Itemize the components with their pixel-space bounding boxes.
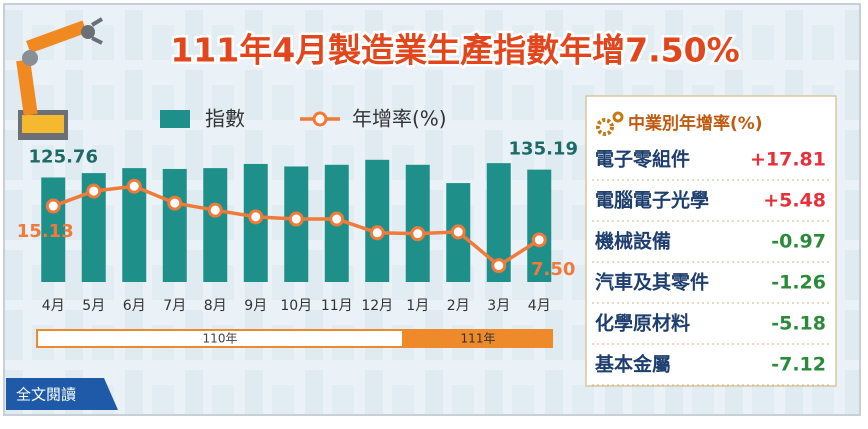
legend-label: 指數 xyxy=(205,107,245,131)
industry-value: +5.48 xyxy=(763,190,826,212)
table-rows: 電子零組件 +17.81 電腦電子光學 +5.48 機械設備 -0.97 汽車及其零件 -1.… xyxy=(592,148,830,386)
industry-value: -5.18 xyxy=(771,313,826,335)
value-label: 125.76 xyxy=(29,146,98,167)
x-tick-label: 11月 xyxy=(321,298,353,314)
table-title: 中業別年增率(%) xyxy=(628,113,763,134)
value-label: 15.13 xyxy=(17,221,74,242)
period-label: 111年 xyxy=(461,332,496,346)
line-marker xyxy=(329,211,345,227)
industry-value: -0.97 xyxy=(771,231,826,253)
x-tick-label: 8月 xyxy=(204,298,227,314)
legend-label: 年增率(%) xyxy=(352,107,447,131)
gear-icon xyxy=(596,111,624,136)
industry-name: 基本金屬 xyxy=(594,353,671,376)
line-marker xyxy=(248,209,264,225)
read-more-label[interactable]: 全文閱讀 xyxy=(16,386,76,404)
x-tick-label: 7月 xyxy=(163,298,186,314)
line-marker xyxy=(207,202,223,218)
legend-swatch xyxy=(160,110,190,128)
industry-value: +17.81 xyxy=(750,149,826,171)
line-marker xyxy=(369,225,385,241)
bar xyxy=(405,164,430,282)
bar xyxy=(527,169,552,282)
line-marker xyxy=(288,211,304,227)
industry-name: 電腦電子光學 xyxy=(595,189,709,212)
line-marker xyxy=(491,258,507,274)
read-more-button[interactable] xyxy=(6,378,118,410)
bar xyxy=(41,177,66,282)
line-marker xyxy=(126,178,142,194)
bar xyxy=(203,168,228,282)
x-tick-label: 10月 xyxy=(280,298,312,314)
value-label: 7.50 xyxy=(531,259,575,280)
x-tick-label: 2月 xyxy=(447,298,470,314)
x-tick-label: 3月 xyxy=(487,298,510,314)
value-label: 135.19 xyxy=(509,139,578,160)
robot-icon xyxy=(16,17,104,140)
x-tick-label: 12月 xyxy=(361,298,393,314)
legend-swatch xyxy=(312,111,328,127)
line-marker xyxy=(86,183,102,199)
x-tick-label: 5月 xyxy=(82,298,105,314)
x-tick-label: 1月 xyxy=(406,298,429,314)
x-tick-label: 4月 xyxy=(528,298,551,314)
line-marker xyxy=(45,198,61,214)
industry-value: -1.26 xyxy=(771,272,826,294)
line-marker xyxy=(167,195,183,211)
legend: 指數 年增率(%) xyxy=(160,107,447,131)
industry-name: 化學原材料 xyxy=(595,312,690,335)
period-label: 110年 xyxy=(203,332,238,346)
x-tick-label: 9月 xyxy=(244,298,267,314)
industry-value: -7.12 xyxy=(771,354,826,376)
industry-name: 機械設備 xyxy=(595,230,671,253)
x-tick-label: 4月 xyxy=(42,298,65,314)
line-marker xyxy=(410,226,426,242)
bar xyxy=(365,159,390,282)
table-panel xyxy=(585,95,837,387)
x-tick-label: 6月 xyxy=(123,298,146,314)
period-bar xyxy=(402,329,553,348)
line-marker xyxy=(531,232,547,248)
industry-name: 電子零組件 xyxy=(595,148,690,171)
line-marker xyxy=(450,224,466,240)
industry-name: 汽車及其零件 xyxy=(595,271,709,294)
page-title: 111年4月製造業生產指數年增7.50% xyxy=(170,31,739,70)
bar xyxy=(162,168,187,282)
